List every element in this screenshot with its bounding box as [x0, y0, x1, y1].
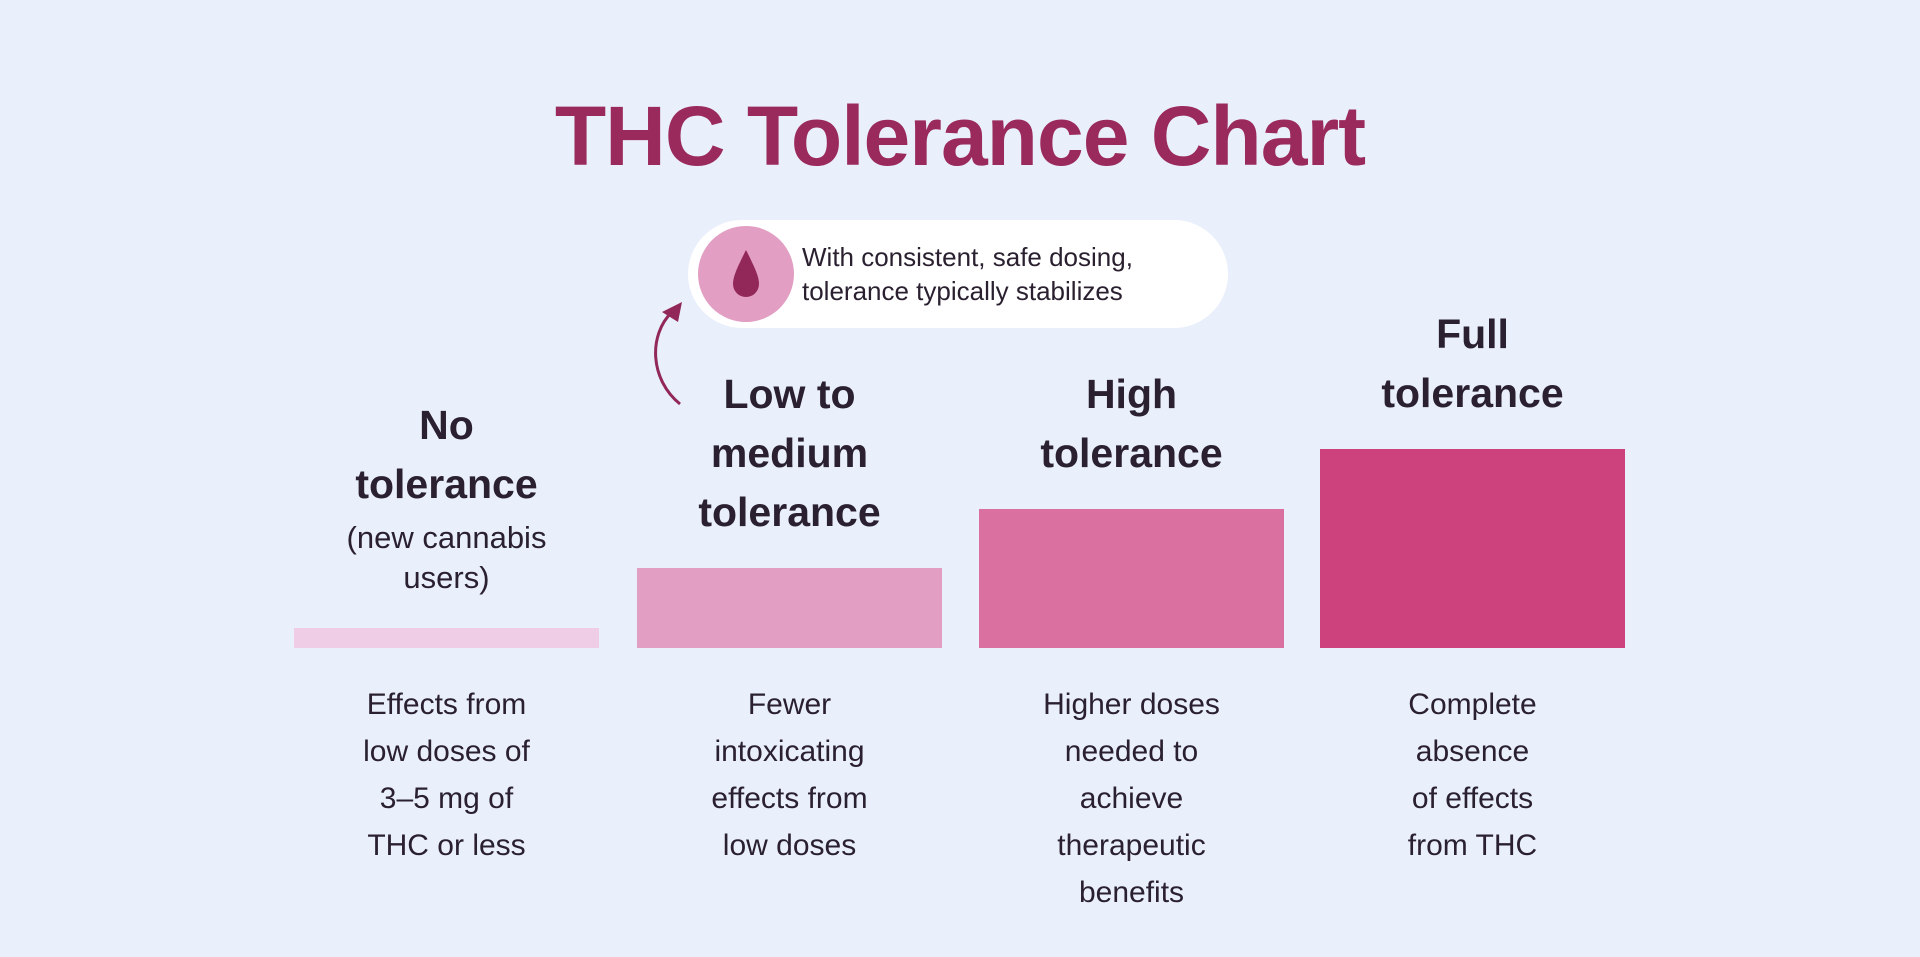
category-description: Complete absence of effects from THC: [1303, 681, 1643, 869]
category-description-line: Fewer: [747, 688, 832, 721]
category-label-line: tolerance: [1381, 370, 1564, 416]
chart-title: THC Tolerance Chart: [554, 89, 1366, 183]
category-description-line: of effects: [1411, 782, 1534, 815]
category-description-line: 3–5 mg of: [379, 782, 514, 815]
category-label-line: tolerance: [355, 461, 538, 507]
category-label-line: Full: [1436, 311, 1509, 357]
category-description-line: from THC: [1407, 829, 1538, 862]
drop-icon: [733, 250, 759, 297]
callout-line: tolerance typically stabilizes: [802, 276, 1123, 306]
bar-2: [979, 508, 1284, 648]
category-description-line: intoxicating: [714, 735, 865, 768]
category-description-line: needed to: [1064, 735, 1199, 768]
category-description-line: low doses: [722, 829, 857, 862]
category-label-line: No: [419, 402, 474, 448]
category-description-line: achieve: [1079, 782, 1184, 815]
category-description-line: THC or less: [367, 829, 526, 862]
category-description-line: Higher doses: [1043, 688, 1220, 721]
stabilization-callout: With consistent, safe dosing, tolerance …: [688, 220, 1228, 328]
category-label: High tolerance: [962, 365, 1302, 483]
category-sublabel-line: (new cannabis: [346, 520, 547, 555]
category-description-line: Effects from: [366, 688, 527, 721]
category-label-line: Low to: [723, 371, 856, 418]
bar-1: [637, 568, 942, 648]
category-label: Full tolerance: [1303, 305, 1643, 423]
category-label-line: tolerance: [698, 489, 881, 536]
category-description-line: Complete: [1408, 688, 1537, 721]
category-sublabel-line: users): [403, 560, 490, 595]
category-label-line: High: [1085, 370, 1178, 417]
category-description-line: effects from: [711, 782, 868, 815]
category-description: Fewer intoxicating effects from low doses: [620, 681, 960, 869]
category-description-line: therapeutic: [1057, 829, 1206, 862]
bar-0: [294, 628, 599, 648]
category-description-line: absence: [1415, 735, 1530, 768]
category-label-line: medium: [710, 430, 869, 477]
drop-icon-circle: [698, 226, 794, 322]
category-description-line: low doses of: [363, 735, 530, 768]
category-description: Effects from low doses of 3–5 mg of THC or …: [277, 681, 617, 869]
callout-line: With consistent, safe dosing,: [802, 242, 1133, 272]
category-label: Low to medium tolerance: [620, 365, 960, 542]
category-description: Higher doses needed to achieve therapeutic b…: [962, 681, 1302, 916]
bar-3: [1320, 449, 1625, 648]
category-label-line: tolerance: [1040, 429, 1223, 476]
category-sublabel: (new cannabis users): [277, 518, 617, 598]
category-description-line: benefits: [1078, 876, 1185, 909]
category-label: No tolerance: [277, 396, 617, 514]
